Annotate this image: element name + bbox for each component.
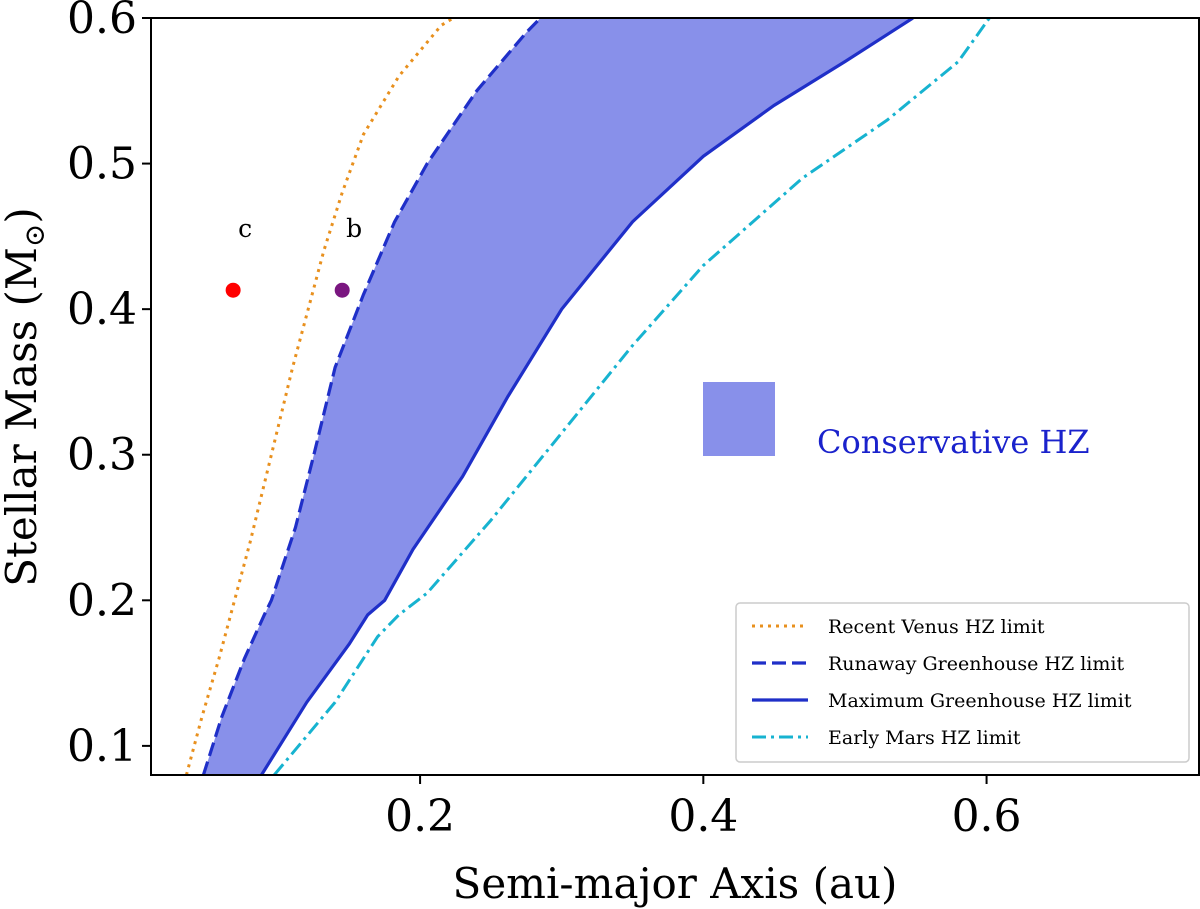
y-tick-label: 0.4 bbox=[67, 284, 137, 335]
legend: Recent Venus HZ limit Runaway Greenhouse … bbox=[735, 602, 1190, 763]
legend-label: Recent Venus HZ limit bbox=[828, 616, 1045, 638]
planet-c-point bbox=[225, 282, 241, 298]
legend-frame bbox=[735, 602, 1190, 763]
early-mars-hz-limit-line bbox=[273, 18, 991, 775]
legend-label: Maximum Greenhouse HZ limit bbox=[828, 690, 1132, 712]
maximum-greenhouse-hz-limit-line bbox=[260, 18, 914, 775]
y-tick-label: 0.3 bbox=[67, 430, 137, 481]
legend-label: Early Mars HZ limit bbox=[828, 727, 1021, 749]
hz-annotation: Conservative HZ bbox=[817, 423, 1090, 461]
legend-items: Recent Venus HZ limit Runaway Greenhouse … bbox=[752, 616, 1132, 749]
legend-label: Runaway Greenhouse HZ limit bbox=[828, 653, 1124, 675]
x-tick-label: 0.4 bbox=[668, 791, 738, 842]
x-axis-label: Semi-major Axis (au) bbox=[453, 859, 898, 908]
y-axis-label-main: Stellar Mass (M bbox=[0, 247, 46, 587]
y-axis-label-close: ) bbox=[0, 207, 46, 223]
lines-layer bbox=[184, 18, 991, 775]
y-axis-label: Stellar Mass (M⊙) bbox=[0, 207, 51, 587]
planet-b-label: b bbox=[346, 214, 362, 243]
plot-frame bbox=[150, 17, 1200, 776]
hz-swatch bbox=[703, 382, 775, 456]
x-tick-label: 0.2 bbox=[385, 791, 455, 842]
y-tick-label: 0.2 bbox=[67, 575, 137, 626]
y-tick-label: 0.1 bbox=[67, 721, 137, 772]
y-tick-label: 0.5 bbox=[67, 139, 137, 190]
planet-c-label: c bbox=[238, 214, 252, 243]
x-tick-label: 0.6 bbox=[952, 791, 1022, 842]
y-tick-label: 0.6 bbox=[67, 0, 137, 44]
sun-symbol: ⊙ bbox=[18, 224, 51, 247]
runaway-greenhouse-hz-limit-line bbox=[201, 18, 542, 775]
fill-layer bbox=[203, 18, 913, 775]
planet-b-point bbox=[334, 282, 350, 298]
ticks-layer: 0.2 0.4 0.6 0.1 0.2 0.3 0.4 0.5 0.6 bbox=[67, 0, 1022, 842]
conservative-hz-fill bbox=[203, 18, 913, 775]
